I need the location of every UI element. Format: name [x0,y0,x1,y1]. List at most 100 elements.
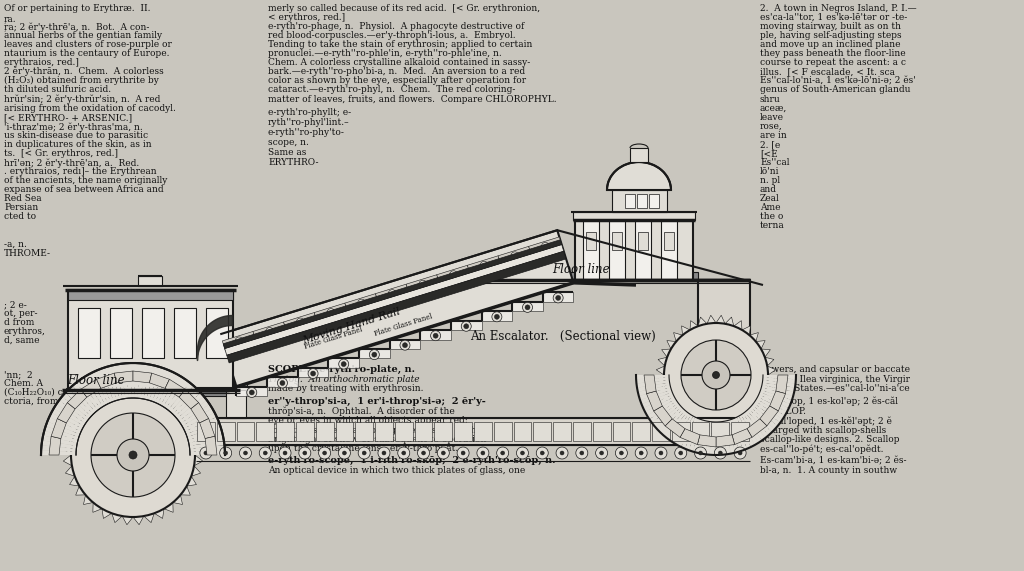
Polygon shape [112,387,122,397]
Polygon shape [76,415,86,424]
Polygon shape [189,440,224,449]
Polygon shape [175,393,204,419]
Polygon shape [767,366,776,375]
Circle shape [247,388,257,397]
Circle shape [129,451,137,459]
Polygon shape [697,421,708,453]
Polygon shape [763,377,796,384]
Polygon shape [116,364,125,399]
Polygon shape [710,422,715,455]
Polygon shape [672,422,689,441]
Text: lō'ni: lō'ni [760,167,779,176]
Text: SCALLOP.: SCALLOP. [760,407,806,416]
Text: SCOPE.—e-ryth'ro-plate, n.: SCOPE.—e-ryth'ro-plate, n. [268,365,415,374]
Polygon shape [761,349,770,357]
Text: they pass beneath the floor-line: they pass beneath the floor-line [760,49,905,58]
Polygon shape [755,399,785,419]
Text: the o: the o [760,212,783,221]
Text: es-cal'loped, 1 es-kĕl'əpt; 2 ĕ: es-cal'loped, 1 es-kĕl'əpt; 2 ĕ [760,416,892,425]
Polygon shape [195,444,203,455]
Polygon shape [223,240,562,348]
Text: e-ryth'ro-phyllt; e-: e-ryth'ro-phyllt; e- [268,108,351,117]
Polygon shape [197,422,215,441]
Polygon shape [186,424,197,434]
Circle shape [675,447,687,459]
Circle shape [220,447,231,459]
Text: Plate Glass Panel: Plate Glass Panel [374,312,434,337]
Circle shape [511,252,519,260]
Polygon shape [41,450,76,455]
Text: An optical device in which two thick plates of glass, one: An optical device in which two thick pla… [268,466,525,475]
Bar [612,232,622,250]
Polygon shape [146,365,160,400]
Polygon shape [180,404,212,426]
Polygon shape [727,420,739,453]
Text: Floor line: Floor line [67,374,125,387]
Circle shape [431,331,440,341]
Polygon shape [76,486,86,495]
Polygon shape [658,357,667,366]
Circle shape [299,447,311,459]
Text: erythros,: erythros, [4,327,46,336]
Polygon shape [646,391,663,411]
Circle shape [461,451,465,455]
Polygon shape [677,416,695,447]
Circle shape [480,262,488,270]
Text: cataract.—e-ryth'ro-phyl, n.  Chem.  The red coloring-: cataract.—e-ryth'ro-phyl, n. Chem. The r… [268,85,515,94]
Polygon shape [658,384,667,393]
Polygon shape [776,375,788,393]
Polygon shape [115,371,133,383]
Circle shape [433,333,438,338]
Text: ŗa.: ŗa. [4,14,16,23]
Text: e-ryth'ro-scope,  1 i-rith'ro-skōp;  2 e-ryth'ro-scŏp, n.: e-ryth'ro-scope, 1 i-rith'ro-skōp; 2 e-r… [268,456,555,465]
Text: made by treating with erythrosin.: made by treating with erythrosin. [268,384,424,393]
Text: e-ryth'ro-phage, n.  Physiol.  A phagocyte destructive of: e-ryth'ro-phage, n. Physiol. A phagocyte… [268,22,524,31]
Circle shape [204,451,208,455]
Circle shape [397,447,410,459]
Text: Es''cal-lo'ni-a, 1 es'kə-lō'ni-ə; 2 ĕs': Es''cal-lo'ni-a, 1 es'kə-lō'ni-ə; 2 ĕs' [760,76,915,85]
Polygon shape [512,301,543,311]
Polygon shape [237,387,267,396]
Polygon shape [376,284,409,303]
Text: bark.—e-ryth''ro-pho'bi-a, n.  Med.  An aversion to a red: bark.—e-ryth''ro-pho'bi-a, n. Med. An av… [268,67,525,76]
Circle shape [401,451,406,455]
Polygon shape [756,340,765,349]
Bar [110,308,132,358]
Bar [78,308,100,358]
Polygon shape [745,411,769,438]
Polygon shape [155,392,164,401]
Polygon shape [237,422,254,441]
Polygon shape [191,466,201,476]
Polygon shape [753,403,780,426]
Circle shape [362,451,367,455]
Circle shape [327,308,335,316]
Polygon shape [717,422,722,455]
Polygon shape [102,509,112,518]
Circle shape [357,299,366,307]
Circle shape [556,295,561,300]
Text: Chem. A colorless crystalline alkaloid contained in sassy-: Chem. A colorless crystalline alkaloid c… [268,58,530,67]
Circle shape [501,451,505,455]
Polygon shape [729,419,743,452]
Circle shape [117,439,150,471]
Polygon shape [593,422,610,441]
Circle shape [620,451,624,455]
Circle shape [477,447,488,459]
Circle shape [223,451,227,455]
Polygon shape [674,415,693,445]
Polygon shape [746,419,767,437]
Polygon shape [750,332,759,341]
Polygon shape [256,422,274,441]
Text: Red Sea: Red Sea [4,194,42,203]
Text: Zeal: Zeal [760,194,779,203]
Polygon shape [689,419,702,452]
Circle shape [457,447,469,459]
Polygon shape [732,419,748,451]
Polygon shape [224,244,564,355]
Polygon shape [656,366,665,375]
Polygon shape [742,326,751,335]
Bar [586,232,596,250]
Polygon shape [742,415,751,424]
Text: ryth''ro-phyl'lint.–: ryth''ro-phyl'lint.– [268,118,349,127]
Circle shape [249,390,254,395]
